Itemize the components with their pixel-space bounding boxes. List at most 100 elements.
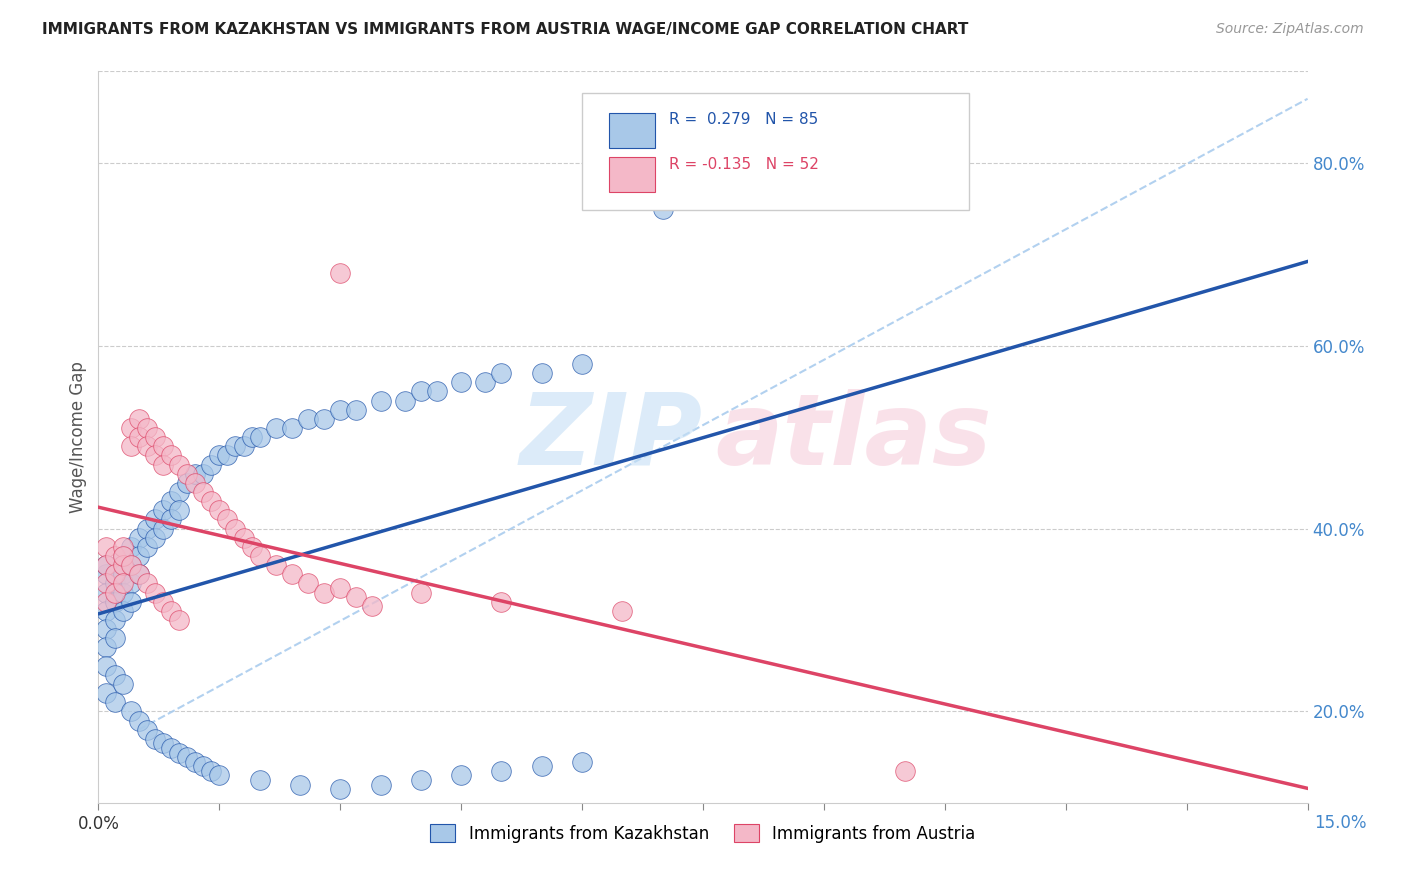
Point bbox=[135, 439, 157, 453]
Point bbox=[96, 558, 118, 573]
Point bbox=[281, 567, 304, 582]
Point bbox=[288, 778, 311, 792]
Point bbox=[120, 421, 142, 435]
Point bbox=[176, 750, 198, 764]
Point bbox=[370, 393, 392, 408]
Point bbox=[96, 585, 118, 599]
Point bbox=[893, 764, 915, 778]
Point bbox=[314, 585, 336, 599]
Point bbox=[217, 512, 239, 526]
Text: IMMIGRANTS FROM KAZAKHSTAN VS IMMIGRANTS FROM AUSTRIA WAGE/INCOME GAP CORRELATIO: IMMIGRANTS FROM KAZAKHSTAN VS IMMIGRANTS… bbox=[42, 22, 969, 37]
Point bbox=[120, 558, 142, 573]
Point bbox=[120, 576, 142, 591]
Point bbox=[200, 458, 222, 472]
Point bbox=[152, 439, 174, 453]
Point bbox=[249, 549, 271, 563]
Point bbox=[409, 772, 432, 787]
Point bbox=[96, 540, 118, 554]
Point bbox=[217, 448, 239, 462]
Point bbox=[264, 421, 287, 435]
Point bbox=[651, 202, 673, 216]
Point bbox=[96, 558, 118, 573]
Point bbox=[281, 421, 304, 435]
Point bbox=[491, 594, 513, 608]
Point bbox=[474, 375, 496, 389]
Legend: Immigrants from Kazakhstan, Immigrants from Austria: Immigrants from Kazakhstan, Immigrants f… bbox=[423, 818, 983, 849]
Y-axis label: Wage/Income Gap: Wage/Income Gap bbox=[69, 361, 87, 513]
Point bbox=[530, 366, 553, 380]
Point bbox=[111, 604, 134, 618]
Point bbox=[135, 521, 157, 535]
Point bbox=[120, 705, 142, 719]
Point bbox=[111, 677, 134, 691]
Point bbox=[249, 430, 271, 444]
Point bbox=[329, 266, 352, 280]
Point bbox=[96, 576, 118, 591]
Point bbox=[314, 412, 336, 426]
Point bbox=[409, 585, 432, 599]
Point bbox=[491, 366, 513, 380]
Point bbox=[103, 576, 125, 591]
Point bbox=[96, 658, 118, 673]
Point bbox=[329, 581, 352, 595]
Point bbox=[450, 375, 472, 389]
Point bbox=[184, 467, 207, 481]
Text: 15.0%: 15.0% bbox=[1315, 814, 1367, 832]
Point bbox=[160, 512, 183, 526]
Point bbox=[409, 384, 432, 399]
Point bbox=[167, 746, 190, 760]
Point bbox=[111, 540, 134, 554]
FancyBboxPatch shape bbox=[609, 113, 655, 148]
Text: R = -0.135   N = 52: R = -0.135 N = 52 bbox=[669, 157, 820, 172]
Point bbox=[103, 585, 125, 599]
Point bbox=[111, 585, 134, 599]
Point bbox=[152, 503, 174, 517]
Point bbox=[103, 613, 125, 627]
Point bbox=[176, 467, 198, 481]
Point bbox=[120, 558, 142, 573]
Point bbox=[143, 585, 166, 599]
Point bbox=[128, 531, 150, 545]
Point bbox=[184, 475, 207, 490]
FancyBboxPatch shape bbox=[582, 94, 969, 211]
Point bbox=[571, 357, 593, 371]
Point bbox=[128, 567, 150, 582]
Point bbox=[103, 567, 125, 582]
Point bbox=[103, 594, 125, 608]
Point bbox=[120, 439, 142, 453]
Point bbox=[370, 778, 392, 792]
Point bbox=[193, 485, 215, 500]
Point bbox=[135, 723, 157, 737]
Point bbox=[152, 521, 174, 535]
Point bbox=[135, 576, 157, 591]
Point bbox=[450, 768, 472, 782]
Point bbox=[208, 768, 231, 782]
Point bbox=[361, 599, 384, 614]
Point bbox=[240, 540, 263, 554]
Point bbox=[143, 512, 166, 526]
Point bbox=[96, 686, 118, 700]
Point bbox=[264, 558, 287, 573]
Point bbox=[103, 549, 125, 563]
Point bbox=[167, 485, 190, 500]
Point bbox=[103, 667, 125, 681]
Text: R =  0.279   N = 85: R = 0.279 N = 85 bbox=[669, 112, 818, 127]
Point bbox=[160, 494, 183, 508]
Text: Source: ZipAtlas.com: Source: ZipAtlas.com bbox=[1216, 22, 1364, 37]
Text: ZIP: ZIP bbox=[520, 389, 703, 485]
Point bbox=[344, 402, 367, 417]
Point bbox=[394, 393, 416, 408]
Point bbox=[426, 384, 449, 399]
Point bbox=[530, 759, 553, 773]
Point bbox=[224, 521, 246, 535]
Point bbox=[103, 695, 125, 709]
Point bbox=[152, 736, 174, 750]
Point bbox=[111, 567, 134, 582]
Point bbox=[143, 430, 166, 444]
Point bbox=[103, 632, 125, 646]
Point bbox=[120, 594, 142, 608]
Point bbox=[208, 503, 231, 517]
Point bbox=[128, 567, 150, 582]
Point bbox=[111, 558, 134, 573]
Point bbox=[193, 467, 215, 481]
